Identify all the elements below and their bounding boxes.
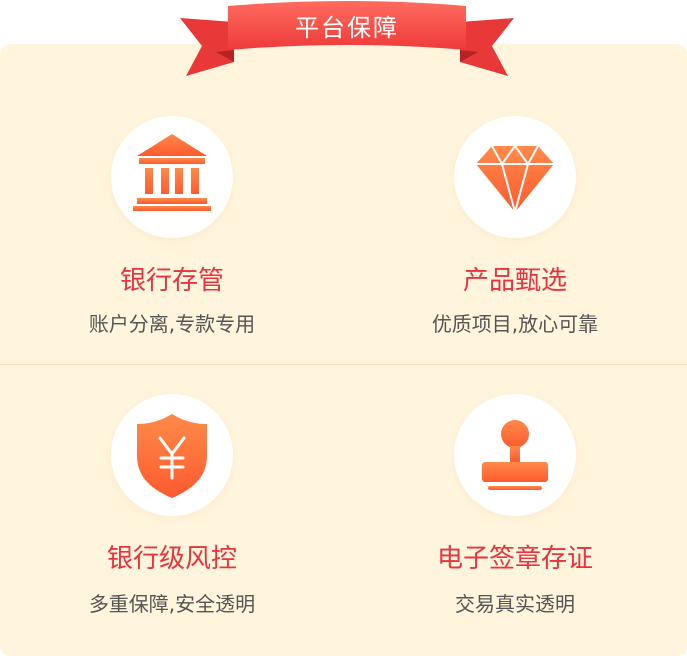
feature-desc: 交易真实透明 (455, 592, 575, 616)
bank-icon (133, 134, 211, 211)
guarantee-panel (0, 44, 687, 656)
feature-title: 银行存管 (119, 266, 224, 296)
icon-badge (111, 394, 233, 516)
ribbon-banner (180, 1, 514, 76)
icon-badge (111, 116, 233, 238)
feature-desc: 优质项目,放心可靠 (431, 312, 599, 336)
yuan-shield-icon (137, 414, 207, 498)
stamp-icon (482, 420, 548, 490)
icon-badge (454, 394, 576, 516)
feature-desc: 多重保障,安全透明 (88, 592, 256, 616)
feature-title: 银行级风控 (106, 544, 237, 574)
feature-bank-risk-control: 银行级风控 多重保障,安全透明 (0, 366, 344, 656)
feature-e-signature: 电子签章存证 交易真实透明 (343, 366, 687, 656)
icon-badge (454, 116, 576, 238)
page-title: 平台保障 (295, 14, 399, 42)
feature-bank-custody: 银行存管 账户分离,专款专用 (0, 64, 344, 364)
row-divider (0, 364, 687, 365)
feature-title: 产品甄选 (462, 266, 567, 296)
feature-desc: 账户分离,专款专用 (88, 312, 256, 336)
diamond-icon (476, 144, 554, 216)
feature-title: 电子签章存证 (436, 544, 593, 574)
feature-product-selection: 产品甄选 优质项目,放心可靠 (343, 64, 687, 364)
